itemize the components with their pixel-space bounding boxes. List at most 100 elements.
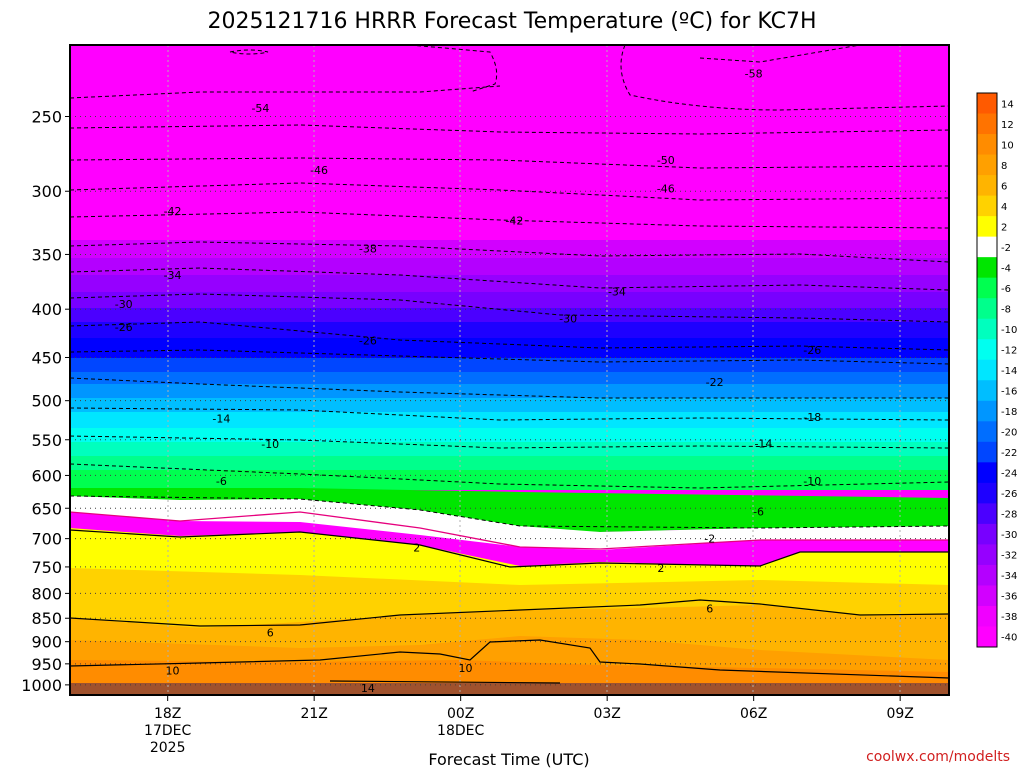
colorbar-label: -32 [1001,551,1017,562]
y-tick-label: 600 [31,466,62,485]
contour-label: -58 [745,67,763,80]
colorbar-swatch [977,462,997,484]
colorbar-label: -10 [1001,325,1017,336]
colorbar-label: -12 [1001,345,1017,356]
y-tick-label: 650 [31,499,62,518]
colorbar-swatch [977,298,997,320]
contour-label: -14 [754,437,772,450]
y-tick-label: 950 [31,655,62,674]
colorbar-swatch [977,318,997,340]
contour-label: -2 [704,533,715,546]
contour-label: -46 [310,164,328,177]
colorbar-label: -18 [1001,407,1017,418]
colorbar-swatch [977,400,997,422]
x-tick-label: 06Z [740,706,767,722]
plot-area: -58-54-50-46-46-42-42-38-34-34-30-30-26-… [70,45,949,695]
x-tick-label: 17DEC [144,723,191,739]
credit-link[interactable]: coolwx.com/modelts [866,749,1010,765]
colorbar-label: -38 [1001,612,1017,623]
y-tick-label: 500 [31,392,62,411]
x-tick-label: 21Z [300,706,327,722]
contour-label: -34 [608,285,626,298]
y-tick-label: 800 [31,584,62,603]
colorbar-label: -22 [1001,448,1017,459]
contour-label: -42 [505,214,523,227]
y-tick-label: 300 [31,182,62,201]
contour-label: -30 [115,298,133,311]
plot-frame [69,44,950,696]
colorbar-swatch [977,626,997,648]
colorbar-label: -30 [1001,530,1017,541]
warm-isotherms [70,529,949,684]
colorbar-label: -8 [1001,304,1011,315]
y-tick-label: 700 [31,530,62,549]
colorbar-swatch [977,585,997,607]
y-tick-label: 900 [31,633,62,652]
colorbar-label: -20 [1001,428,1017,439]
y-tick-label: 450 [31,348,62,367]
contour-label: -38 [359,243,377,256]
colorbar-label: -16 [1001,387,1017,398]
colorbar-swatch [977,544,997,566]
colorbar-frame [976,92,998,648]
colorbar-swatch [977,380,997,402]
contour-label: -26 [115,321,133,334]
colorbar-swatch [977,195,997,217]
x-axis-title: Forecast Time (UTC) [428,750,589,768]
colorbar-swatch [977,482,997,504]
contour-label: -10 [803,475,821,488]
contour-label: 6 [706,602,713,615]
contour-label: -6 [216,475,227,488]
contour-label: 10 [459,662,473,675]
contour-labels: -58-54-50-46-46-42-42-38-34-34-30-30-26-… [115,67,822,695]
chart-title: 2025121716 HRRR Forecast Temperature (ºC… [207,9,816,34]
colorbar-swatch [977,236,997,258]
y-tick-label: 400 [31,300,62,319]
x-tick-label: 18Z [154,706,181,722]
y-tick-label: 750 [31,558,62,577]
colorbar-swatch [977,421,997,443]
colorbar-swatch [977,257,997,279]
colorbar-swatch [977,523,997,545]
contour-label: -42 [164,205,182,218]
colorbar-label: -34 [1001,571,1017,582]
contour-label: 2 [413,541,420,554]
colorbar-label: -6 [1001,284,1011,295]
x-tick-label: 03Z [593,706,620,722]
vertical-gridlines [167,45,901,695]
y-tick-label: 550 [31,431,62,450]
y-axis: 250 300 350 400 450 500 550 600 650 700 750 800 850 9… [21,107,70,695]
colorbar-label: 10 [1001,140,1014,151]
contour-label: -14 [212,412,230,425]
colorbar-swatch [977,564,997,586]
colorbar: 14 12 10 8 6 4 2 -2 -4 -6 -8 -10 -12 -14 -16 -18 -20 -22 -… [976,92,1017,648]
x-tick-label: 2025 [150,740,186,756]
colorbar-swatch [977,339,997,361]
colorbar-swatch [977,605,997,627]
colorbar-label: -28 [1001,510,1017,521]
colorbar-swatch [977,216,997,238]
contour-label: -34 [164,269,182,282]
contour-label: 10 [166,664,180,677]
y-tick-label: 250 [31,107,62,126]
colorbar-swatch [977,277,997,299]
colorbar-label: -14 [1001,366,1017,377]
contour-label: -26 [803,344,821,357]
contour-label: -18 [803,411,821,424]
colorbar-swatch [977,503,997,525]
colorbar-label: -36 [1001,592,1017,603]
x-tick-label: 00Z [447,706,474,722]
contour-label: -30 [559,312,577,325]
freezing-line [70,511,949,550]
colorbar-swatch [977,93,997,115]
contour-label: -54 [251,102,269,115]
colorbar-label: 14 [1001,99,1014,110]
colorbar-label: -40 [1001,633,1017,644]
colorbar-label: 8 [1001,161,1007,172]
colorbar-label: -24 [1001,469,1017,480]
colorbar-label: 6 [1001,181,1007,192]
contour-label: -6 [753,505,764,518]
contour-label: -46 [657,182,675,195]
colorbar-swatch [977,154,997,176]
